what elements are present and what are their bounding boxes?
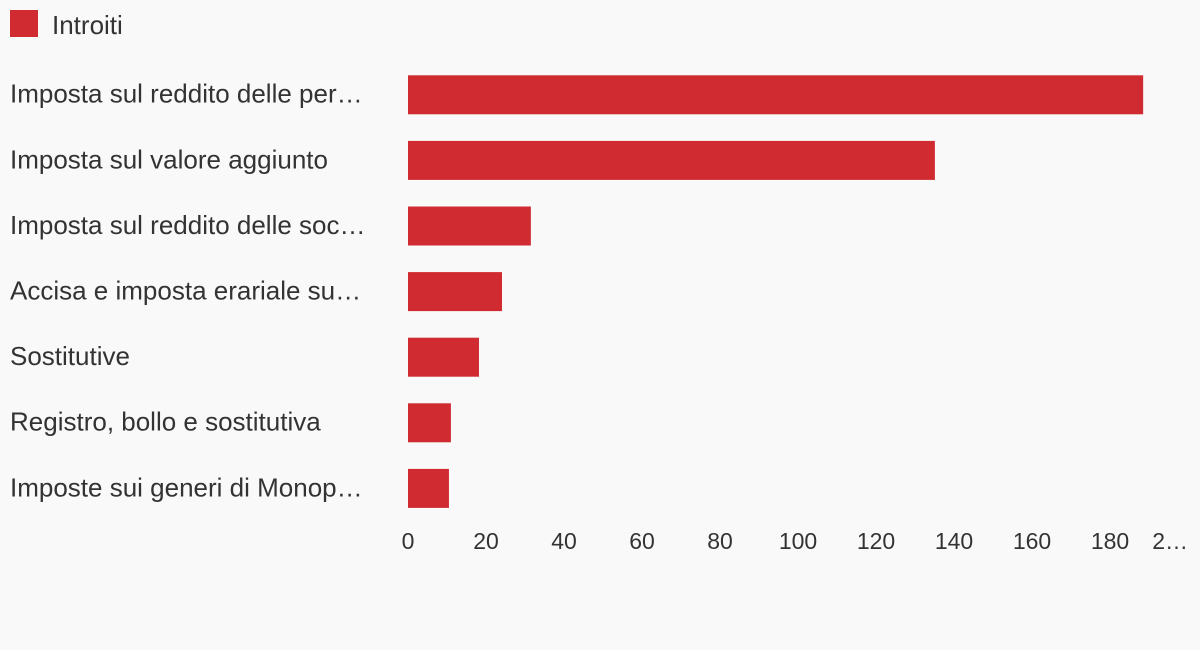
y-tick-label: Imposta sul reddito delle soc… — [10, 210, 366, 240]
x-tick-label: 100 — [779, 528, 817, 554]
y-tick-label: Sostitutive — [10, 341, 130, 371]
bar — [408, 140, 935, 180]
bar — [408, 206, 531, 246]
y-tick-label: Imposta sul reddito delle per… — [10, 79, 363, 109]
x-tick-label: 20 — [473, 528, 499, 554]
bar — [408, 468, 449, 508]
x-tick-label: 60 — [629, 528, 655, 554]
x-tick-label: 2… — [1152, 528, 1188, 554]
x-tick-label: 80 — [707, 528, 733, 554]
y-tick-label: Registro, bollo e sostitutiva — [10, 407, 321, 437]
y-tick-label: Imposta sul valore aggiunto — [10, 144, 328, 174]
legend-label: Introiti — [52, 10, 123, 40]
y-tick-label: Imposte sui generi di Monop… — [10, 472, 363, 502]
x-tick-label: 0 — [402, 528, 415, 554]
legend-swatch — [10, 10, 38, 37]
x-tick-label: 40 — [551, 528, 577, 554]
bar — [408, 403, 451, 443]
x-tick-label: 180 — [1091, 528, 1129, 554]
bar — [408, 337, 479, 377]
bar — [408, 75, 1144, 115]
bar — [408, 272, 502, 312]
x-tick-label: 140 — [935, 528, 973, 554]
y-tick-label: Accisa e imposta erariale su… — [10, 275, 361, 305]
x-tick-label: 160 — [1013, 528, 1051, 554]
x-tick-label: 120 — [857, 528, 895, 554]
